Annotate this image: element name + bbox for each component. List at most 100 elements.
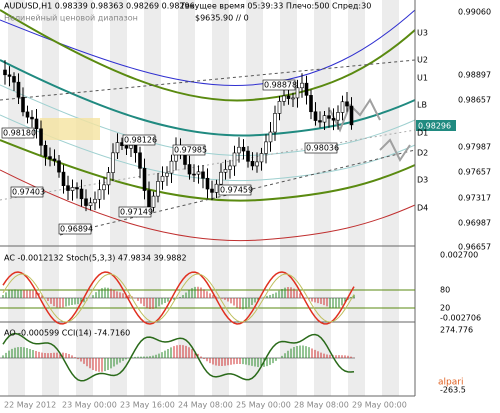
- session-band: [178, 0, 195, 396]
- candle-body: [39, 128, 43, 146]
- ac-axis-label: 0.002700: [440, 251, 478, 260]
- session-band: [348, 0, 365, 396]
- candle-body: [160, 175, 165, 182]
- time-label: 29 May 00:00: [352, 401, 407, 410]
- candle-body: [61, 171, 66, 186]
- candle-body: [327, 115, 331, 119]
- candle-body: [318, 120, 322, 123]
- price-label: 0.98657: [458, 96, 491, 105]
- annotation-box: [1, 127, 35, 139]
- price-label: 0.98897: [458, 71, 491, 80]
- candle-body: [43, 145, 48, 157]
- candle-body: [223, 169, 228, 173]
- candle-body: [147, 190, 151, 208]
- annotation: 0.98878: [264, 81, 297, 90]
- time-label: 22 May 2012: [4, 401, 56, 410]
- candle-body: [313, 111, 318, 121]
- candle-body: [291, 97, 295, 100]
- candle-body: [196, 171, 201, 175]
- level-label: U1: [417, 74, 428, 83]
- range-box: [40, 118, 100, 140]
- logo: alpari: [438, 378, 463, 388]
- candle-body: [52, 158, 57, 162]
- oscillators: [0, 271, 415, 382]
- session-band: [382, 0, 399, 396]
- candle-body: [102, 184, 106, 191]
- candle-body: [192, 173, 196, 176]
- time-label: 25 May 00:00: [236, 401, 291, 410]
- candle-body: [304, 82, 309, 96]
- candle-body: [30, 116, 34, 120]
- candle-body: [88, 202, 93, 206]
- candle-body: [93, 198, 97, 204]
- candle-body: [57, 160, 61, 173]
- candle-body: [300, 82, 304, 89]
- candle-body: [255, 161, 259, 167]
- ao-label: AO -0.000599 CCI(14) -74.7160: [4, 329, 130, 338]
- candle-body: [79, 188, 84, 200]
- candle-body: [124, 145, 129, 149]
- candle-body: [250, 161, 255, 167]
- ac-axis-label: -0.002706: [440, 314, 481, 323]
- annotation-box: [118, 206, 152, 218]
- candle-body: [106, 172, 111, 186]
- candle-body: [322, 115, 327, 123]
- candles: [3, 60, 354, 215]
- candle-body: [75, 187, 79, 190]
- candle-body: [169, 160, 174, 174]
- session-band: [42, 0, 59, 396]
- session-band: [314, 0, 331, 396]
- candle-body: [331, 118, 336, 121]
- annotation-box: [262, 79, 296, 91]
- level-label: U3: [417, 29, 428, 38]
- candle-body: [210, 188, 214, 193]
- price-label: 0.97657: [458, 168, 491, 177]
- candle-body: [241, 146, 246, 152]
- candle-body: [219, 171, 223, 185]
- annotation: 0.97403: [12, 188, 45, 197]
- candle-body: [187, 164, 192, 175]
- candle-body: [156, 181, 160, 197]
- candle-body: [115, 142, 120, 154]
- candle-body: [165, 172, 169, 177]
- annotation-box: [122, 134, 156, 146]
- price-label: 0.96657: [458, 243, 491, 252]
- annotation: 0.98036: [306, 144, 339, 153]
- annotation-box: [218, 184, 252, 196]
- candle-body: [70, 187, 75, 191]
- candle-body: [34, 118, 39, 130]
- ac-axis-label: 20: [440, 304, 450, 313]
- balance: $9635.90 // 0: [195, 14, 249, 23]
- candle-body: [246, 150, 250, 162]
- indicator-name: Нелинейный ценовой диапазон: [4, 14, 138, 23]
- price-label: 0.99060: [458, 8, 491, 17]
- candle-body: [282, 95, 286, 102]
- candle-body: [142, 168, 147, 191]
- candle-body: [66, 185, 70, 191]
- current-price-box: [416, 120, 456, 131]
- candle-body: [286, 95, 291, 99]
- candle-body: [349, 105, 354, 126]
- level-label: LB: [417, 101, 427, 110]
- candle-body: [25, 111, 30, 118]
- annotation-box: [304, 142, 338, 154]
- time-label: 24 May 08:00: [178, 401, 233, 410]
- candle-body: [201, 171, 205, 179]
- annotation: 0.98180: [3, 129, 36, 138]
- annotation: 0.97985: [174, 146, 207, 155]
- ao-axis-label: -263.5: [440, 386, 466, 395]
- candle-body: [151, 195, 156, 208]
- candle-body: [138, 152, 142, 169]
- candle-body: [237, 146, 241, 154]
- candle-body: [48, 156, 52, 160]
- candle-body: [336, 112, 340, 121]
- cci: [2, 332, 355, 382]
- level-label: D2: [417, 149, 428, 158]
- candle-body: [309, 95, 313, 113]
- candle-body: [7, 74, 12, 77]
- level-label: U2: [417, 56, 428, 65]
- candle-body: [259, 153, 264, 163]
- annotation: 0.96894: [60, 225, 93, 234]
- annotation: 0.97149: [120, 208, 153, 217]
- candle-body: [84, 198, 88, 206]
